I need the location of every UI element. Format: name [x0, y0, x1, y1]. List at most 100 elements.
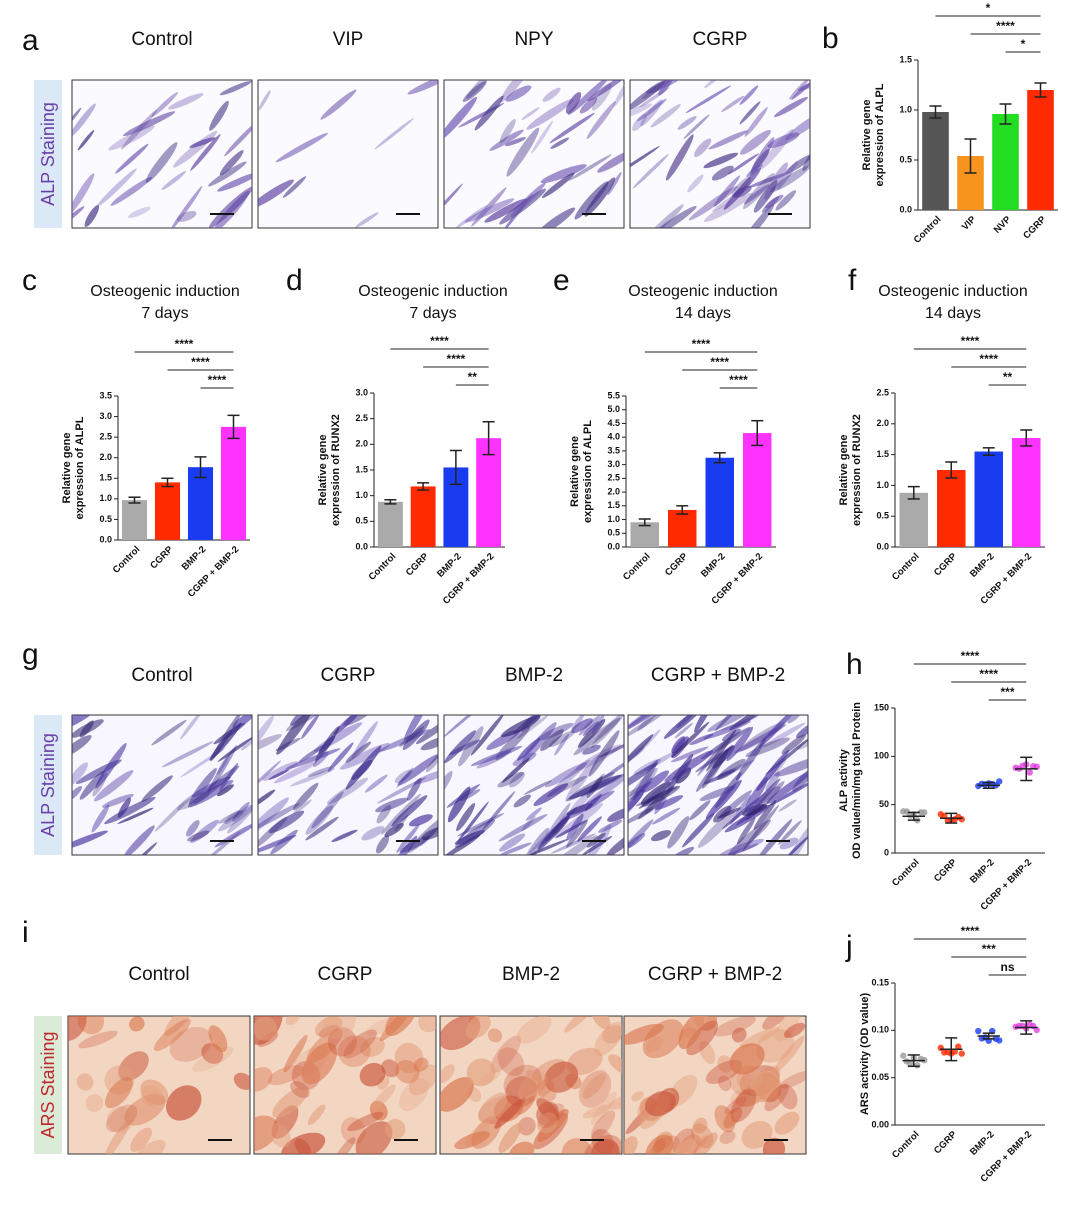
stain-label-bg: [34, 1016, 62, 1154]
texture: [444, 715, 624, 855]
cell: [628, 767, 658, 801]
cell: [688, 1016, 708, 1029]
cell: [456, 801, 489, 843]
cell: [533, 783, 569, 807]
cell: [574, 181, 609, 220]
cell: [550, 137, 570, 149]
cell: [464, 198, 515, 223]
significance-label: ****: [729, 373, 748, 387]
micrograph: [257, 714, 439, 856]
cell: [730, 1088, 757, 1123]
cell: [743, 173, 775, 210]
column-label: CGRP + BMP-2: [651, 665, 785, 686]
replicate-dot: [907, 1059, 914, 1067]
cell: [258, 803, 300, 830]
cell: [444, 96, 478, 141]
cell: [454, 830, 485, 845]
cell: [227, 802, 252, 834]
cell: [494, 1097, 526, 1129]
cell: [586, 776, 624, 804]
cell: [408, 814, 433, 827]
cell: [104, 1119, 131, 1154]
cell: [165, 1085, 202, 1121]
cell: [474, 95, 504, 131]
cell: [637, 786, 675, 820]
cell: [335, 1137, 356, 1154]
cell: [628, 734, 654, 769]
cell: [628, 833, 646, 850]
cell: [785, 154, 810, 174]
column-label: CGRP: [318, 964, 373, 985]
cell: [628, 807, 654, 825]
cell: [643, 204, 684, 228]
cell: [500, 715, 541, 738]
cell: [677, 116, 697, 130]
cell: [84, 205, 100, 227]
y-tick-label: 4.0: [607, 432, 620, 442]
cell: [168, 93, 204, 110]
y-tick-label: 2.0: [99, 452, 112, 462]
cell: [602, 1025, 622, 1044]
cell: [298, 743, 327, 763]
y-axis-label: expression of RUNX2: [851, 414, 863, 526]
panel-letter: c: [22, 264, 37, 297]
cell: [578, 715, 600, 736]
y-tick-label: 0.15: [871, 977, 889, 987]
cell: [597, 819, 623, 833]
column-label: Control: [128, 964, 189, 985]
cell: [692, 1132, 718, 1154]
cell: [254, 1115, 279, 1152]
cell: [105, 1104, 138, 1133]
cell: [582, 1073, 606, 1099]
y-tick-label: 0.0: [607, 541, 620, 551]
cell: [697, 810, 736, 848]
cell: [72, 735, 92, 759]
cell: [526, 98, 574, 130]
cell: [95, 742, 127, 789]
cell: [651, 807, 681, 825]
cell: [478, 1092, 508, 1123]
cell: [76, 1073, 94, 1091]
texture: [444, 80, 624, 228]
cell: [688, 186, 738, 221]
cell: [551, 833, 596, 854]
cell: [638, 793, 660, 809]
cell: [516, 1016, 552, 1044]
cell: [628, 788, 645, 813]
cell: [758, 715, 796, 748]
cell: [96, 168, 137, 207]
cell: [351, 721, 378, 759]
cell: [526, 1069, 546, 1090]
cell: [376, 805, 392, 824]
significance-label: *: [986, 1, 991, 15]
cell: [337, 1035, 371, 1068]
cell: [77, 129, 95, 151]
cell: [739, 101, 761, 125]
cell: [525, 807, 542, 821]
cell: [413, 768, 438, 785]
cell: [568, 774, 622, 800]
cell: [273, 761, 318, 784]
y-tick-label: 0.5: [876, 511, 889, 521]
micrograph: [253, 1015, 437, 1155]
cell: [545, 815, 570, 842]
cell: [497, 1047, 525, 1077]
significance-label: ****: [447, 352, 466, 366]
replicate-dot: [975, 1027, 982, 1035]
cell: [455, 205, 488, 228]
cell: [500, 80, 531, 103]
cell: [267, 1122, 292, 1148]
y-axis-label: Relative gene: [569, 436, 581, 507]
bar: [410, 486, 436, 547]
cell: [333, 715, 363, 735]
cell: [258, 797, 290, 839]
cell: [762, 1016, 788, 1030]
chart-subtitle: 7 days: [141, 305, 188, 322]
stain-label: ARS Staining: [38, 1031, 58, 1138]
cell: [381, 1059, 400, 1078]
cell: [685, 85, 732, 114]
cell: [632, 153, 669, 189]
cell: [714, 715, 744, 732]
cell: [628, 762, 658, 795]
cell: [707, 715, 756, 732]
